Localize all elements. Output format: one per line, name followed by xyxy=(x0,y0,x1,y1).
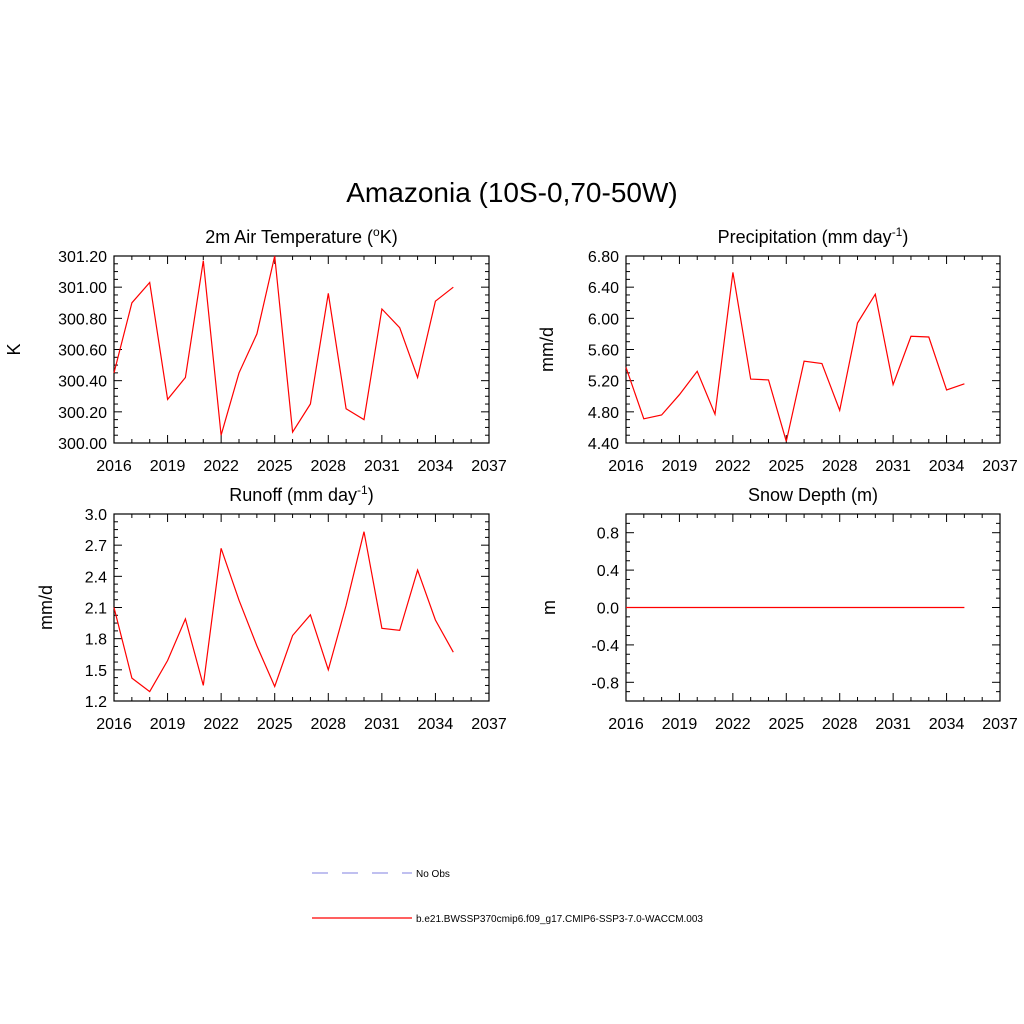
y-tick-label: 5.20 xyxy=(588,374,619,391)
y-tick-label: 0.0 xyxy=(597,601,619,618)
legend: No Obs b.e21.BWSSP370cmip6.f09_g17.CMIP6-… xyxy=(312,869,703,925)
y-tick-label: 300.40 xyxy=(58,374,107,391)
y-tick-label: 0.4 xyxy=(597,563,619,580)
y-tick-label: 6.40 xyxy=(588,280,619,297)
y-tick-label: 6.00 xyxy=(588,311,619,328)
y-tick-label: 1.5 xyxy=(85,663,107,680)
x-tick-label: 2016 xyxy=(96,458,132,475)
x-tick-label: 2022 xyxy=(203,458,239,475)
x-tick-label: 2016 xyxy=(608,716,644,733)
panel-title: Precipitation (mm day-1) xyxy=(718,225,909,247)
x-tick-label: 2028 xyxy=(310,716,346,733)
x-tick-label: 2019 xyxy=(150,716,186,733)
x-tick-label: 2016 xyxy=(608,458,644,475)
y-tick-label: 4.80 xyxy=(588,405,619,422)
panel-snowd: Snow Depth (m) m 2016 2019 2022 2025 2028 2031 2… xyxy=(539,485,1018,733)
y-tick-label: 2.4 xyxy=(85,569,107,586)
y-axis-label: mm/d xyxy=(36,585,56,630)
y-axis-label: K xyxy=(4,343,24,355)
x-tick-label: 2022 xyxy=(715,716,751,733)
panel-title: Runoff (mm day-1) xyxy=(229,483,373,505)
x-tick-label: 2025 xyxy=(257,458,293,475)
series-line-model xyxy=(625,272,965,442)
y-axis-label: mm/d xyxy=(537,327,557,372)
plot-frame xyxy=(625,255,1001,444)
legend-label: b.e21.BWSSP370cmip6.f09_g17.CMIP6-SSP3-7… xyxy=(416,914,703,925)
x-tick-label: 2016 xyxy=(96,716,132,733)
y-tick-label: 2.1 xyxy=(85,601,107,618)
x-tick-label: 2031 xyxy=(364,458,400,475)
y-tick-label: 4.40 xyxy=(588,436,619,453)
x-tick-label: 2019 xyxy=(662,458,698,475)
panel-pr: Precipitation (mm day-1) mm/d 2016 2019 2022… xyxy=(537,225,1018,475)
series-line-model xyxy=(113,255,454,436)
y-tick-label: 300.60 xyxy=(58,343,107,360)
panel-runoff: Runoff (mm day-1) mm/d 2016 2019 2022 2025 202… xyxy=(36,483,507,733)
y-tick-label: 6.80 xyxy=(588,249,619,266)
x-tick-label: 2034 xyxy=(418,716,454,733)
y-tick-label: 0.8 xyxy=(597,526,619,543)
legend-entry: b.e21.BWSSP370cmip6.f09_g17.CMIP6-SSP3-7… xyxy=(312,914,703,925)
x-tick-label: 2034 xyxy=(929,458,965,475)
x-tick-label: 2031 xyxy=(875,458,911,475)
x-tick-label: 2037 xyxy=(471,458,507,475)
x-tick-label: 2028 xyxy=(310,458,346,475)
plot-frame xyxy=(113,513,490,702)
y-tick-label: 300.80 xyxy=(58,311,107,328)
y-tick-label: 2.7 xyxy=(85,538,107,555)
x-tick-label: 2028 xyxy=(822,716,858,733)
x-tick-label: 2031 xyxy=(364,716,400,733)
y-tick-label: -0.8 xyxy=(591,675,619,692)
x-tick-label: 2037 xyxy=(982,716,1018,733)
x-tick-label: 2031 xyxy=(875,716,911,733)
x-tick-label: 2025 xyxy=(768,716,804,733)
panel-title: Snow Depth (m) xyxy=(748,485,878,505)
x-tick-label: 2025 xyxy=(768,458,804,475)
x-tick-label: 2028 xyxy=(822,458,858,475)
x-tick-label: 2022 xyxy=(203,716,239,733)
y-tick-label: 5.60 xyxy=(588,343,619,360)
x-tick-label: 2034 xyxy=(418,458,454,475)
legend-label: No Obs xyxy=(416,869,450,880)
y-tick-label: 1.2 xyxy=(85,694,107,711)
y-tick-label: -0.4 xyxy=(591,638,619,655)
legend-entry: No Obs xyxy=(312,869,450,880)
panel-title: 2m Air Temperature (oK) xyxy=(205,225,397,247)
panel-tas: 2m Air Temperature (oK) K 2016 2019 2022 2025… xyxy=(4,225,507,475)
x-tick-label: 2037 xyxy=(471,716,507,733)
y-tick-label: 3.0 xyxy=(85,507,107,524)
y-tick-label: 1.8 xyxy=(85,632,107,649)
figure-title: Amazonia (10S-0,70-50W) xyxy=(346,177,677,208)
x-tick-label: 2037 xyxy=(982,458,1018,475)
plot-frame xyxy=(113,255,490,444)
y-tick-label: 300.20 xyxy=(58,405,107,422)
x-tick-label: 2034 xyxy=(929,716,965,733)
x-tick-label: 2019 xyxy=(662,716,698,733)
x-tick-label: 2025 xyxy=(257,716,293,733)
y-tick-label: 301.00 xyxy=(58,280,107,297)
series-line-model xyxy=(113,531,454,693)
x-tick-label: 2019 xyxy=(150,458,186,475)
y-tick-label: 301.20 xyxy=(58,249,107,266)
x-tick-label: 2022 xyxy=(715,458,751,475)
y-axis-label: m xyxy=(539,600,559,615)
y-tick-label: 300.00 xyxy=(58,436,107,453)
panels: 2m Air Temperature (oK) K 2016 2019 2022 2025… xyxy=(4,225,1018,733)
